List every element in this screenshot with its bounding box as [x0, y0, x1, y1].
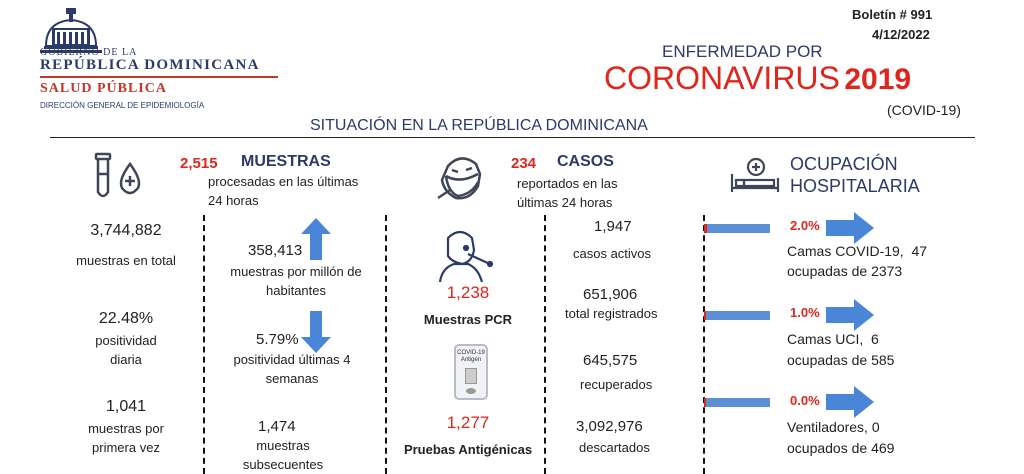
occupancy-bar-fill — [704, 398, 706, 407]
daily-positivity-label: positividad diaria — [95, 333, 157, 367]
title-coronavirus: CORONAVIRUS — [604, 60, 840, 96]
divider-4 — [703, 215, 705, 474]
occupancy-title-1: OCUPACIÓN — [790, 154, 898, 174]
test-kit-window — [465, 368, 477, 384]
samples-total-label: muestras en total — [76, 253, 176, 268]
occupancy-bar-fill — [704, 224, 707, 233]
daily-positivity-value: 22.48% — [98, 310, 154, 327]
covid-beds-line-1: Camas COVID-19, 47 — [787, 243, 928, 259]
covid-beds-pct: 2.0% — [790, 218, 820, 233]
registered-label: total registrados — [565, 306, 658, 321]
divider-3 — [544, 215, 546, 474]
samples-count: 2,515 — [180, 155, 218, 172]
recovered-value: 645,575 — [583, 352, 638, 369]
divider-1 — [203, 215, 205, 474]
arrow-up-icon — [301, 218, 331, 260]
icu-beds-line-2: ocupadas de 585 — [787, 352, 895, 368]
icu-beds-pct: 1.0% — [790, 305, 820, 320]
title-main: CORONAVIRUS 2019 — [604, 60, 911, 97]
occupancy-bar-track — [704, 311, 770, 320]
arrow-right-icon — [826, 299, 874, 331]
test-tube-icon — [92, 152, 148, 202]
subsequent-value: 1,474 — [258, 418, 296, 435]
covid-beds-line-2: ocupadas de 2373 — [787, 263, 903, 279]
divider-2 — [385, 215, 387, 474]
cases-description: reportados en las últimas 24 horas — [517, 176, 618, 210]
ventilators-pct: 0.0% — [790, 393, 820, 408]
gov-line-1: GOBIERNO DE LA — [40, 47, 138, 58]
icu-beds-line-1: Camas UCI, 6 — [787, 331, 879, 347]
cases-count: 234 — [511, 155, 537, 172]
ventilators-line-2: ocupados de 469 — [787, 440, 895, 456]
discarded-label: descartados — [579, 440, 650, 455]
subsequent-label: muestras subsecuentes — [242, 438, 324, 472]
situation-underline — [50, 137, 975, 138]
active-cases-label: casos activos — [573, 246, 652, 261]
arrow-right-icon — [826, 212, 874, 244]
ventilators-line-1: Ventiladores, 0 — [787, 419, 880, 435]
per-million-label: muestras por millón de habitantes — [230, 264, 362, 298]
test-kit-text: COVID-19 Antigen — [457, 350, 485, 363]
direction-name: DIRECCIÓN GENERAL DE EPIDEMIOLOGÍA — [40, 101, 205, 110]
pcr-label: Muestras PCR — [423, 312, 513, 327]
pcr-value: 1,238 — [446, 283, 490, 302]
per-million-value: 358,413 — [248, 242, 303, 259]
test-kit-well — [466, 388, 476, 394]
hospital-bed-icon — [730, 156, 780, 194]
discarded-value: 3,092,976 — [576, 418, 643, 435]
antigen-test-kit-icon: COVID-19 Antigen — [454, 344, 488, 400]
gov-line-2: REPÚBLICA DOMINICANA — [40, 57, 260, 73]
samples-total-value: 3,744,882 — [90, 222, 162, 239]
bulletin-date: 4/12/2022 — [872, 27, 930, 42]
title-sub: (COVID-19) — [887, 102, 961, 118]
positivity-4w-value: 5.79% — [256, 331, 299, 348]
samples-description: procesadas en las últimas 24 horas — [208, 174, 359, 208]
antigen-label: Pruebas Antigénicas — [403, 442, 533, 457]
occupancy-title-2: HOSPITALARIA — [790, 176, 920, 196]
gov-divider — [40, 76, 278, 78]
samples-heading: MUESTRAS — [241, 153, 331, 170]
ministry-name: SALUD PÚBLICA — [40, 81, 167, 96]
recovered-label: recuperados — [580, 377, 653, 392]
first-time-label: muestras por primera vez — [88, 421, 164, 455]
government-logo — [40, 8, 102, 54]
arrow-right-icon — [826, 386, 874, 418]
title-year: 2019 — [844, 63, 912, 96]
swab-test-icon — [438, 228, 494, 283]
occupancy-bar-track — [704, 224, 770, 233]
cases-heading: CASOS — [557, 153, 614, 170]
title-top: ENFERMEDAD POR — [662, 42, 823, 61]
masked-face-icon — [436, 152, 486, 204]
occupancy-bar-fill — [704, 311, 706, 320]
antigen-value: 1,277 — [446, 413, 490, 432]
positivity-4w-label: positividad últimas 4 semanas — [233, 352, 351, 386]
active-cases-value: 1,947 — [594, 218, 632, 235]
arrow-down-icon — [301, 311, 331, 353]
registered-value: 651,906 — [583, 286, 638, 303]
first-time-value: 1,041 — [105, 398, 147, 415]
situation-heading: SITUACIÓN EN LA REPÚBLICA DOMINICANA — [310, 117, 648, 134]
occupancy-bar-track — [704, 398, 770, 407]
bulletin-number: Boletín # 991 — [852, 7, 933, 22]
